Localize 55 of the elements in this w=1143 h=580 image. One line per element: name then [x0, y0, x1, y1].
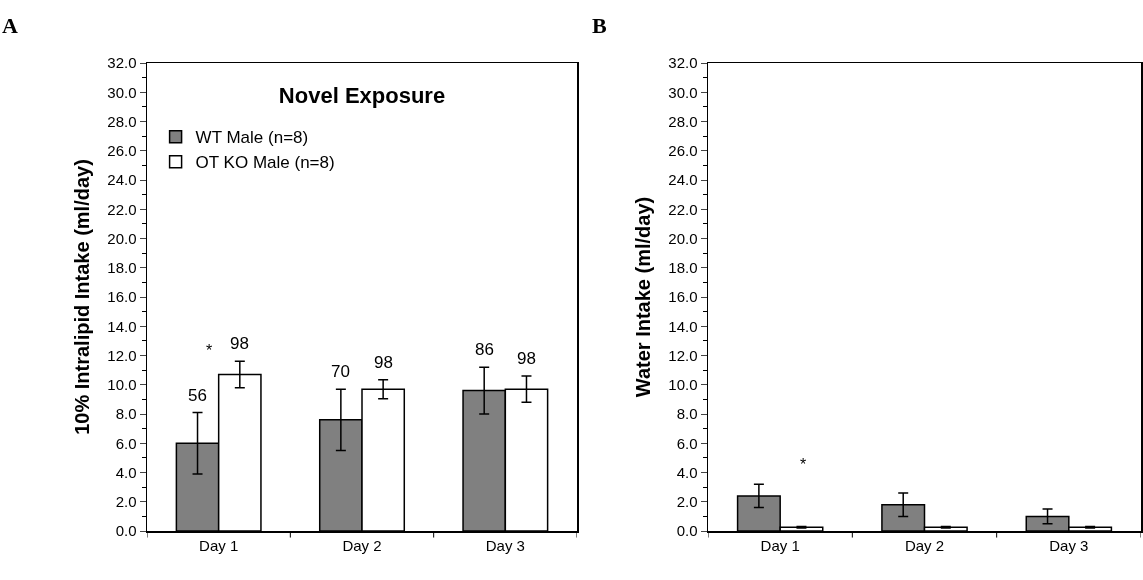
legend-label: OT KO Male (n=8) [195, 153, 335, 173]
y-tick-label: 2.0 [115, 493, 137, 510]
x-tick-label: Day 3 [1049, 536, 1089, 554]
annotation: 86 [475, 340, 494, 359]
x-tick-label: Day 3 [485, 536, 525, 554]
y-tick-label: 18.0 [668, 259, 698, 276]
annotation: 98 [230, 334, 249, 353]
y-tick-label: 32.0 [107, 54, 137, 72]
x-tick-label: Day 1 [199, 536, 239, 554]
y-tick-label: 0.0 [115, 522, 137, 540]
y-tick-label: 24.0 [107, 171, 137, 189]
x-tick-label: Day 2 [342, 536, 382, 554]
y-axis-title: 10% Intralipid Intake (ml/day) [71, 159, 94, 435]
y-tick-label: 32.0 [668, 54, 698, 72]
y-tick-label: 10.0 [107, 376, 137, 393]
text: Novel Exposure [278, 82, 446, 108]
annotation: * [800, 456, 807, 473]
x-tick-label: Day 1 [760, 536, 800, 554]
y-tick-label: 14.0 [668, 317, 698, 335]
y-tick-label: 6.0 [115, 434, 137, 452]
y-tick-label: 8.0 [115, 405, 137, 423]
text: A [2, 13, 18, 38]
y-tick-label: 12.0 [668, 346, 698, 364]
y-tick-label: 4.0 [115, 463, 137, 481]
y-tick-label: 10.0 [668, 376, 698, 393]
annotation: 70 [331, 362, 350, 381]
y-tick-label: 28.0 [107, 112, 137, 130]
y-tick-label: 12.0 [107, 346, 137, 364]
y-tick-label: 20.0 [107, 229, 137, 247]
y-tick-label: 26.0 [668, 142, 698, 159]
annotation: 56 [188, 386, 207, 405]
y-tick-label: 4.0 [676, 463, 698, 481]
y-tick-label: 6.0 [676, 434, 698, 452]
y-tick-label: 30.0 [668, 83, 698, 101]
y-tick-label: 30.0 [107, 83, 137, 101]
y-tick-label: 0.0 [676, 522, 698, 540]
y-axis-title: Water Intake (ml/day) [632, 196, 655, 398]
y-tick-label: 24.0 [668, 171, 698, 189]
y-tick-label: 26.0 [107, 142, 137, 159]
annotation: 98 [374, 353, 393, 372]
legend-label: WT Male (n=8) [195, 128, 309, 148]
y-tick-label: 16.0 [107, 288, 137, 306]
y-tick-label: 8.0 [676, 405, 698, 423]
annotation: 98 [517, 349, 536, 368]
text: B [592, 13, 607, 38]
annotation: * [206, 342, 213, 359]
y-tick-label: 16.0 [668, 288, 698, 306]
y-tick-label: 2.0 [676, 493, 698, 510]
y-tick-label: 18.0 [107, 259, 137, 276]
y-tick-label: 14.0 [107, 317, 137, 335]
y-tick-label: 22.0 [668, 200, 698, 218]
y-tick-label: 20.0 [668, 229, 698, 247]
y-tick-label: 22.0 [107, 200, 137, 218]
y-tick-label: 28.0 [668, 112, 698, 130]
x-tick-label: Day 2 [904, 536, 945, 554]
